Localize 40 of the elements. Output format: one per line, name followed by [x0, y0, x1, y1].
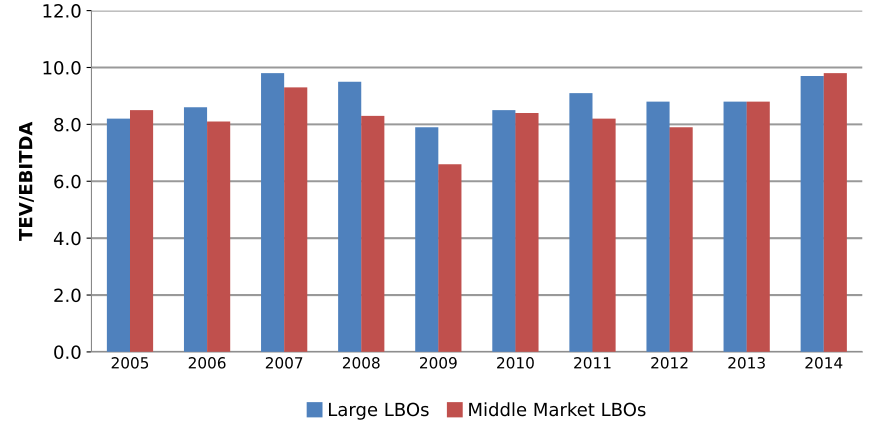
- y-tick-label: 10.0: [44, 60, 81, 75]
- bar: [800, 76, 824, 352]
- x-tick-label: 2014: [805, 357, 842, 369]
- x-tick-label: 2013: [728, 357, 765, 369]
- x-tick-label: 2009: [420, 357, 457, 369]
- x-tick-label: 2011: [574, 357, 611, 369]
- y-tick-label: 6.0: [54, 174, 81, 188]
- bar: [492, 110, 516, 352]
- x-tick-label: 2007: [266, 357, 302, 369]
- bar: [106, 118, 130, 352]
- y-tick-label: 2.0: [54, 288, 81, 302]
- bar: [338, 82, 362, 352]
- x-tick-label: 2005: [112, 357, 148, 369]
- bar: [569, 93, 592, 352]
- bar: [184, 107, 208, 352]
- bar: [592, 118, 616, 352]
- y-tick-label: 0.0: [54, 345, 81, 360]
- x-tick-label: 2012: [651, 357, 688, 369]
- x-tick-label: 2010: [497, 357, 534, 369]
- bar: [724, 102, 747, 352]
- legend-label: Middle Market LBOs: [469, 402, 646, 416]
- bar: [824, 73, 847, 352]
- bar: [438, 164, 462, 352]
- x-tick-label: 2008: [342, 357, 380, 369]
- y-tick-label: 12.0: [44, 4, 81, 18]
- bar: [207, 122, 230, 352]
- bar: [284, 87, 308, 352]
- y-axis-title: TEV/EBITDA: [19, 122, 34, 241]
- bar: [746, 102, 770, 352]
- bar: [415, 127, 438, 352]
- legend-label: Large LBOs: [329, 402, 429, 420]
- bar: [515, 112, 539, 352]
- x-tick-label: 2006: [188, 357, 226, 369]
- y-tick-label: 8.0: [54, 118, 81, 132]
- bar: [261, 73, 284, 352]
- bar: [361, 116, 384, 352]
- y-tick-label: 4.0: [54, 232, 81, 246]
- bar: [130, 110, 154, 352]
- bar: [670, 127, 693, 352]
- bar: [646, 102, 670, 352]
